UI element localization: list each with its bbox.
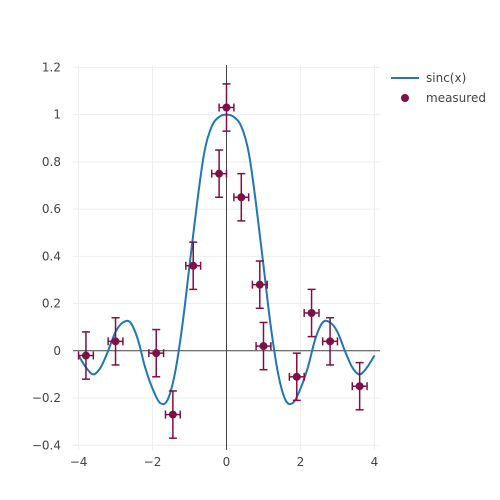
measured-point <box>148 328 165 378</box>
x-tick-label: −2 <box>144 455 162 469</box>
x-tick-label: 2 <box>297 455 305 469</box>
measured-marker <box>111 337 120 346</box>
measured-point <box>218 83 235 132</box>
measured-marker <box>152 349 161 358</box>
measured-marker <box>215 169 224 178</box>
measured-point <box>321 316 339 366</box>
legend-item-sinc[interactable]: sinc(x) <box>391 71 466 85</box>
measured-marker <box>237 193 246 202</box>
y-tick-label: −0.4 <box>32 438 61 452</box>
measured-marker <box>255 280 264 289</box>
y-tick-label: 0.6 <box>42 202 61 216</box>
x-tick-label: 0 <box>223 455 231 469</box>
measured-point <box>251 260 268 310</box>
measured-point <box>351 361 368 411</box>
measured-point <box>77 331 95 380</box>
measured-point <box>303 288 320 338</box>
measured-point <box>255 321 272 371</box>
measured-point <box>210 149 228 199</box>
legend-marker-swatch <box>401 94 409 102</box>
y-tick-label: 0.8 <box>42 155 61 169</box>
measured-point <box>185 241 202 291</box>
measured-marker <box>292 372 301 381</box>
measured-point <box>288 352 305 402</box>
x-tick-label: −4 <box>70 455 88 469</box>
y-tick-label: 1 <box>53 108 61 122</box>
legend-item-measured[interactable]: measured <box>401 91 486 105</box>
measured-point <box>164 390 182 439</box>
measured-marker <box>168 410 177 419</box>
legend-label-measured: measured <box>426 91 486 105</box>
measured-marker <box>326 337 335 346</box>
y-tick-label: 0.2 <box>42 297 61 311</box>
measured-marker <box>307 309 316 318</box>
series-measured <box>77 83 368 439</box>
measured-marker <box>355 382 364 391</box>
tick-labels: −4 −2 0 2 4 −0.4 −0.2 0 0.2 0.4 0.6 0.8 1 1.2 <box>32 60 378 469</box>
measured-marker <box>81 351 90 360</box>
y-tick-label: 0 <box>53 344 61 358</box>
measured-marker <box>189 261 198 270</box>
legend-label-sinc: sinc(x) <box>426 71 466 85</box>
measured-point <box>107 316 124 366</box>
measured-marker <box>222 103 231 112</box>
measured-point <box>233 172 250 222</box>
x-tick-label: 4 <box>371 455 379 469</box>
measured-marker <box>259 342 268 351</box>
y-tick-label: 1.2 <box>42 60 61 74</box>
legend[interactable]: sinc(x) measured <box>391 71 486 105</box>
y-tick-label: −0.2 <box>32 391 61 405</box>
y-tick-label: 0.4 <box>42 249 61 263</box>
